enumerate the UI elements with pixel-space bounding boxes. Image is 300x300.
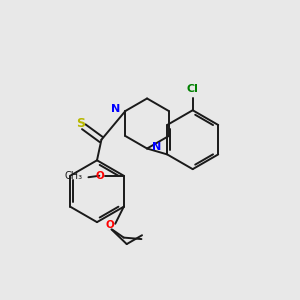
Text: N: N [152, 142, 161, 152]
Text: S: S [76, 117, 85, 130]
Text: Cl: Cl [187, 84, 199, 94]
Text: O: O [95, 171, 104, 181]
Text: CH₃: CH₃ [64, 171, 82, 182]
Text: N: N [111, 104, 121, 114]
Text: O: O [106, 220, 115, 230]
